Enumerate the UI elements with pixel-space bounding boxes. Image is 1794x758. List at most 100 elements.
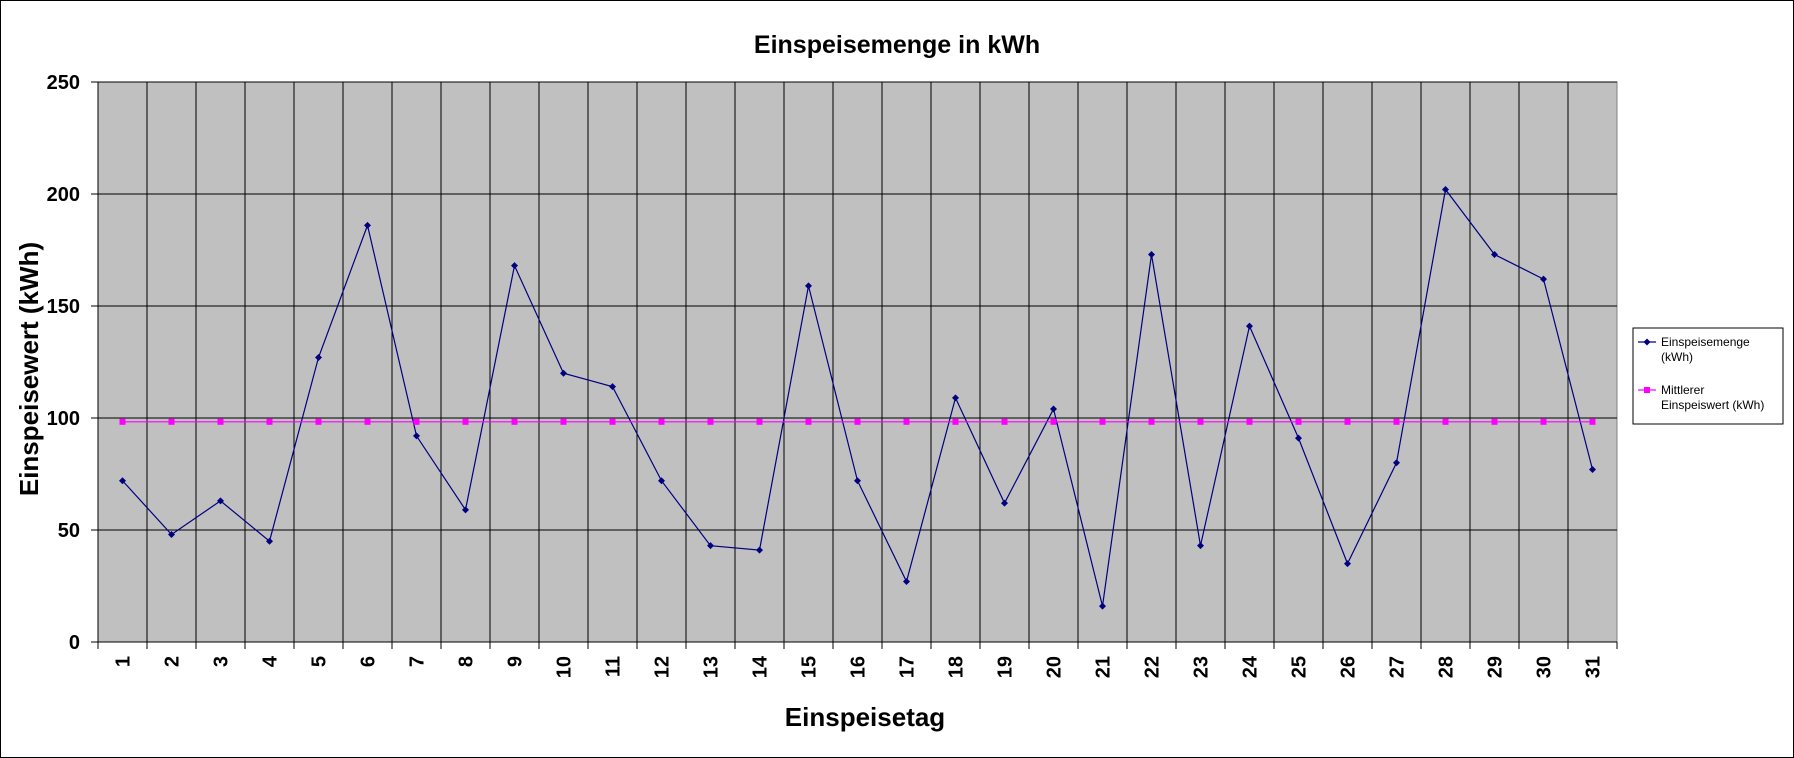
data-point — [168, 530, 175, 538]
data-point — [609, 418, 616, 425]
data-point — [462, 418, 469, 425]
x-tick-label: 9 — [505, 656, 527, 667]
data-point — [560, 369, 567, 377]
x-tick-label: 31 — [1583, 656, 1605, 678]
data-point — [1099, 418, 1106, 425]
data-point — [805, 418, 812, 425]
data-point — [1295, 434, 1302, 442]
x-tick-label: 12 — [652, 656, 674, 678]
x-tick-label: 10 — [554, 656, 576, 678]
data-point — [1148, 250, 1155, 258]
data-point — [854, 477, 861, 485]
data-point — [1491, 250, 1498, 258]
x-tick-label: 20 — [1044, 656, 1066, 678]
x-tick-label: 11 — [603, 656, 625, 677]
x-axis-title: Einspeisetag — [785, 702, 945, 732]
data-point — [1393, 418, 1400, 425]
x-tick-label: 24 — [1240, 655, 1262, 678]
data-point — [1001, 418, 1008, 425]
y-axis-title: Einspeisewert (kWh) — [14, 242, 44, 496]
x-tick-label: 22 — [1142, 656, 1164, 678]
data-point — [511, 418, 518, 425]
data-point — [413, 418, 420, 425]
x-tick-label: 16 — [848, 656, 870, 678]
data-point — [413, 432, 420, 440]
y-tick-label: 0 — [69, 632, 80, 654]
plot-background — [97, 81, 1618, 643]
data-point — [315, 418, 322, 425]
x-tick-label: 26 — [1338, 656, 1360, 678]
data-point — [805, 282, 812, 290]
data-point — [1246, 418, 1253, 425]
data-point — [1344, 418, 1351, 425]
data-point — [1589, 466, 1596, 474]
y-tick-label: 50 — [58, 520, 80, 542]
data-point — [1491, 418, 1498, 425]
data-point — [1099, 602, 1106, 610]
x-tick-label: 30 — [1534, 656, 1556, 678]
data-point — [756, 546, 763, 554]
x-tick-label: 23 — [1191, 656, 1213, 678]
data-point — [1001, 499, 1008, 507]
legend-label: Einspeisemenge — [1661, 335, 1750, 349]
data-point — [462, 506, 469, 514]
data-point — [119, 477, 126, 485]
data-point — [1295, 418, 1302, 425]
data-point — [756, 418, 763, 425]
data-point — [1442, 186, 1449, 194]
data-point — [266, 418, 273, 425]
x-tick-label: 25 — [1289, 656, 1311, 678]
y-tick-label: 150 — [47, 296, 80, 318]
data-point — [658, 477, 665, 485]
data-point — [364, 418, 371, 425]
data-point — [1148, 418, 1155, 425]
data-point — [609, 383, 616, 391]
data-point — [903, 418, 910, 425]
data-point — [854, 418, 861, 425]
data-point — [707, 418, 714, 425]
data-point — [1442, 418, 1449, 425]
x-tick-label: 15 — [799, 656, 821, 678]
x-tick-label: 21 — [1093, 656, 1115, 678]
data-point — [952, 394, 959, 402]
x-tick-label: 3 — [211, 656, 233, 667]
legend-marker — [1643, 338, 1651, 346]
legend-marker — [1644, 387, 1650, 393]
legend-label: Einspeiswert (kWh) — [1661, 398, 1764, 412]
data-point — [168, 418, 175, 425]
y-tick-label: 200 — [47, 184, 80, 206]
data-point — [266, 537, 273, 545]
x-tick-label: 1 — [113, 656, 135, 667]
x-tick-label: 17 — [897, 656, 919, 678]
x-tick-label: 19 — [995, 656, 1017, 678]
y-tick-label: 250 — [47, 72, 80, 94]
x-tick-label: 27 — [1387, 656, 1409, 678]
data-point — [217, 497, 224, 505]
data-point — [1050, 418, 1057, 425]
data-point — [1540, 275, 1547, 283]
series-1 — [119, 186, 1596, 610]
data-point — [315, 354, 322, 362]
chart-title: Einspeisemenge in kWh — [754, 31, 1040, 59]
data-point — [1393, 459, 1400, 467]
data-point — [1540, 418, 1547, 425]
legend: Einspeisemenge(kWh) MittlererEinspeiswert… — [1632, 327, 1784, 425]
data-point — [707, 542, 714, 550]
x-tick-label: 7 — [407, 656, 429, 667]
data-point — [511, 262, 518, 270]
x-tick-label: 29 — [1485, 656, 1507, 678]
data-point — [1197, 418, 1204, 425]
legend-label: Mittlerer — [1661, 383, 1704, 397]
legend-label: (kWh) — [1661, 350, 1693, 364]
legend-box — [1632, 327, 1784, 425]
data-point — [1197, 542, 1204, 550]
data-point — [952, 418, 959, 425]
x-tick-label: 8 — [456, 656, 478, 667]
data-point — [217, 418, 224, 425]
data-point — [1050, 405, 1057, 413]
data-point — [119, 418, 126, 425]
x-tick-label: 6 — [358, 656, 380, 667]
x-tick-label: 18 — [946, 656, 968, 678]
x-tick-label: 13 — [701, 656, 723, 678]
